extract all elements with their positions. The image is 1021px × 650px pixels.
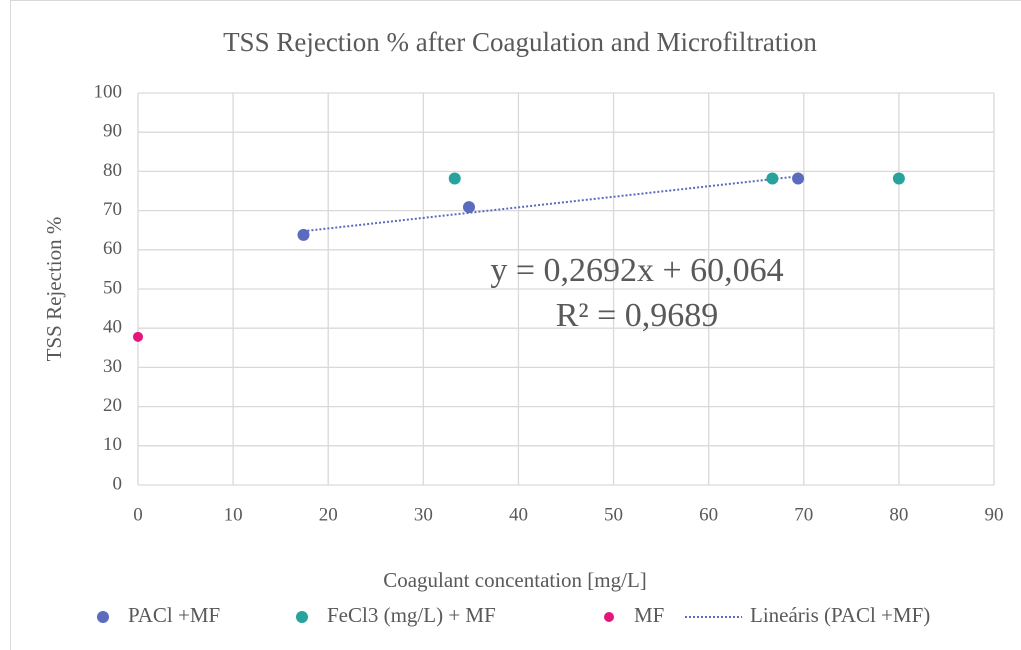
x-tick-label: 70	[794, 504, 813, 525]
data-point	[792, 172, 805, 185]
chart-title: TSS Rejection % after Coagulation and Mi…	[223, 27, 817, 57]
x-tick-label: 30	[414, 504, 433, 525]
legend-label: PACl +MF	[128, 603, 220, 627]
x-tick-label: 10	[224, 504, 243, 525]
y-axis-label: TSS Rejection %	[42, 217, 66, 362]
x-tick-label: 80	[889, 504, 908, 525]
data-point	[448, 172, 461, 185]
y-tick-label: 100	[94, 81, 123, 102]
trendline-r-squared: R² = 0,9689	[556, 297, 719, 334]
legend-marker	[604, 612, 614, 622]
legend-marker	[296, 611, 308, 623]
legend-marker	[97, 611, 109, 623]
data-point	[462, 201, 475, 214]
trendline	[303, 175, 799, 233]
y-tick-label: 20	[103, 395, 122, 416]
x-tick-label: 0	[133, 504, 143, 525]
legend-label: FeCl3 (mg/L) + MF	[327, 603, 496, 627]
data-point	[297, 228, 310, 241]
y-tick-label: 70	[103, 199, 122, 220]
y-tick-label: 90	[103, 121, 122, 142]
x-tick-label: 50	[604, 504, 623, 525]
data-point	[766, 172, 779, 185]
legend-label: MF	[634, 603, 664, 627]
y-tick-label: 80	[103, 160, 122, 181]
y-tick-label: 60	[103, 238, 122, 259]
chart-frame	[10, 0, 1021, 650]
legend-label: Lineáris (PACl +MF)	[750, 603, 930, 627]
y-tick-label: 50	[103, 277, 122, 298]
y-tick-label: 0	[113, 473, 123, 494]
x-axis-label: Coagulant concentation [mg/L]	[383, 568, 647, 592]
trendline-equation: y = 0,2692x + 60,064	[490, 252, 783, 289]
x-tick-label: 60	[699, 504, 718, 525]
x-tick-label: 20	[319, 504, 338, 525]
x-tick-label: 90	[985, 504, 1004, 525]
data-point	[892, 172, 905, 185]
y-tick-label: 40	[103, 317, 122, 338]
data-point	[133, 331, 143, 342]
y-tick-label: 30	[103, 356, 122, 377]
y-tick-label: 10	[103, 434, 122, 455]
x-tick-label: 40	[509, 504, 528, 525]
